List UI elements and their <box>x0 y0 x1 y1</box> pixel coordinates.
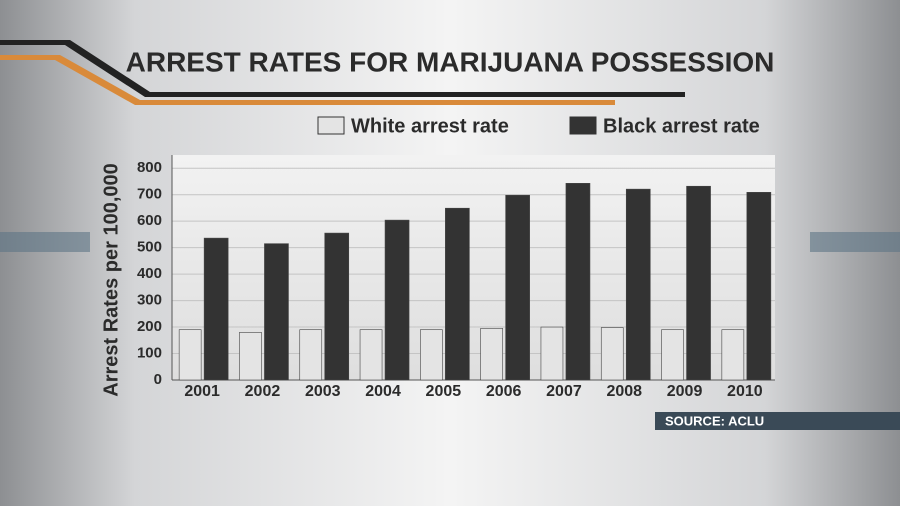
x-tick-label: 2001 <box>184 383 220 400</box>
bar <box>625 188 651 381</box>
x-tick-label: 2010 <box>727 383 763 400</box>
y-tick-label: 500 <box>137 239 162 256</box>
legend-label: Black arrest rate <box>603 115 760 137</box>
bar <box>384 219 410 381</box>
decor-stripe <box>0 232 90 252</box>
y-tick-label: 100 <box>137 344 162 361</box>
y-tick-label: 800 <box>137 159 162 176</box>
bar <box>239 332 262 381</box>
x-tick-label: 2006 <box>486 383 522 400</box>
bar <box>565 183 591 381</box>
x-tick-label: 2007 <box>546 383 582 400</box>
y-tick-label: 600 <box>137 212 162 229</box>
chart-title: ARREST RATES FOR MARIJUANA POSSESSION <box>126 46 775 77</box>
y-tick-label: 200 <box>137 318 162 335</box>
legend-swatch <box>317 116 345 135</box>
source-box <box>655 412 900 430</box>
bar <box>505 194 530 381</box>
decor-stripe <box>810 232 900 252</box>
bar <box>420 329 443 381</box>
bar <box>445 207 470 381</box>
x-tick-label: 2005 <box>426 383 462 400</box>
x-tick-label: 2002 <box>245 383 281 400</box>
legend-label: White arrest rate <box>351 115 509 137</box>
x-tick-label: 2003 <box>305 383 341 400</box>
bar <box>264 243 289 381</box>
bar <box>600 327 624 381</box>
y-tick-label: 0 <box>154 371 162 388</box>
y-axis-label: Arrest Rates per 100,000 <box>100 163 122 396</box>
decor-line <box>0 40 685 97</box>
bar <box>480 328 503 381</box>
x-tick-label: 2009 <box>667 383 703 400</box>
source: SOURCE: ACLU <box>665 413 764 428</box>
bar <box>324 232 350 381</box>
bar <box>746 192 772 381</box>
legend-swatch <box>569 116 597 135</box>
bar <box>721 329 745 381</box>
bar <box>178 329 202 381</box>
plot-area <box>172 155 775 380</box>
x-tick-label: 2004 <box>365 383 401 400</box>
bar <box>203 237 229 381</box>
bar <box>299 329 323 381</box>
decor-line <box>0 55 615 105</box>
y-tick-label: 400 <box>137 265 162 282</box>
y-tick-label: 700 <box>137 186 162 203</box>
x-tick-label: 2008 <box>606 383 642 400</box>
bar <box>686 185 711 381</box>
y-tick-label: 300 <box>137 292 162 309</box>
bar <box>661 329 684 381</box>
bar <box>359 329 383 381</box>
bar <box>540 326 564 381</box>
